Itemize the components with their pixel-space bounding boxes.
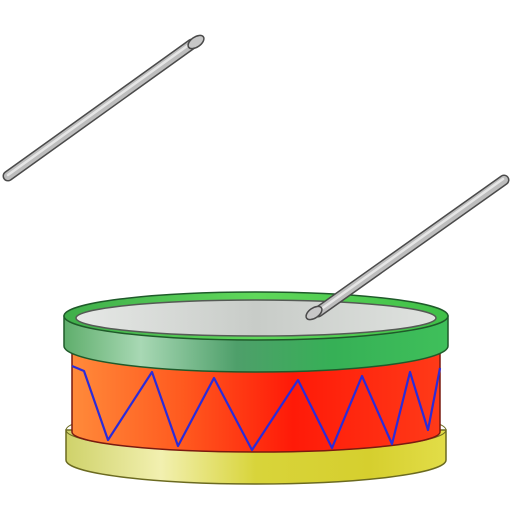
right-drumstick-tip: [305, 305, 323, 321]
drumhead: [75, 299, 437, 337]
left-drumstick: [2, 34, 205, 182]
tension-cord: [71, 364, 442, 452]
left-drumstick-tip: [187, 34, 205, 50]
right-drumstick: [305, 174, 510, 321]
drum-shell: [71, 351, 441, 453]
